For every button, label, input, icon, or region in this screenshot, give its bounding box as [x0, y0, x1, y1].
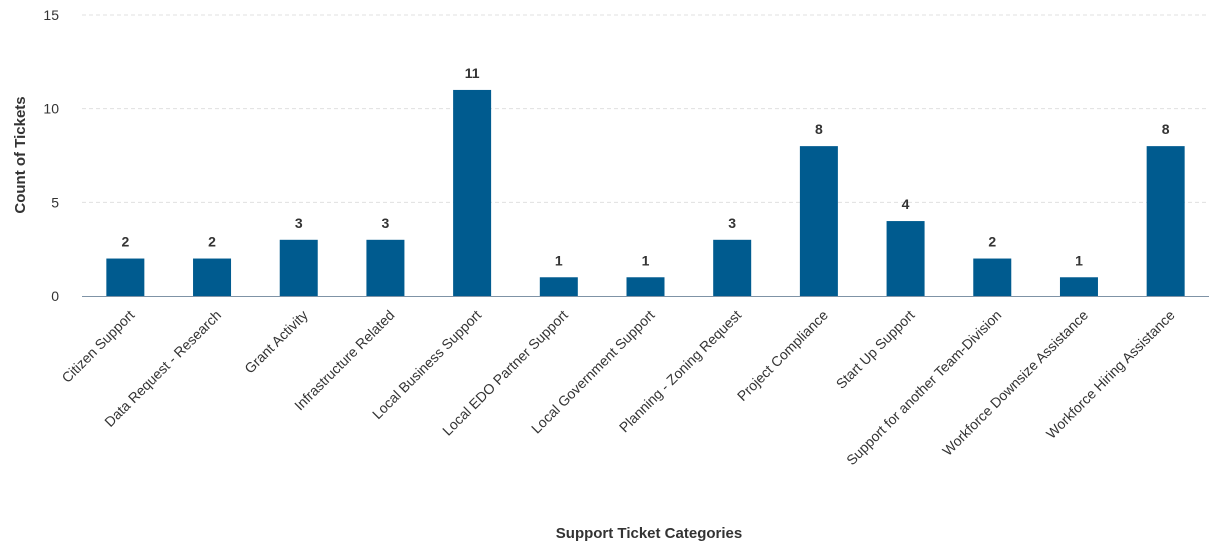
bar: [193, 258, 232, 296]
gridlines: [82, 14, 1209, 203]
bar: [106, 258, 145, 296]
data-label: 2: [208, 234, 216, 250]
x-axis-title: Support Ticket Categories: [556, 525, 742, 542]
data-label: 8: [1162, 121, 1170, 137]
y-tick-label: 5: [51, 194, 59, 210]
data-label: 1: [642, 252, 650, 268]
bar: [366, 239, 405, 296]
data-label: 11: [465, 65, 480, 81]
y-tick-label: 10: [43, 101, 59, 117]
bar: [1146, 146, 1185, 296]
y-axis-title: Count of Tickets: [12, 96, 29, 213]
bar: [453, 89, 492, 296]
bar: [539, 277, 578, 296]
x-category-label: Support for another Team-Division: [843, 307, 1004, 468]
data-label: 4: [902, 196, 910, 212]
bars: [106, 89, 1185, 296]
y-axis-ticks: 0 5 10 15: [43, 7, 59, 304]
data-label: 3: [382, 215, 390, 231]
bar: [886, 221, 925, 296]
x-category-label: Workforce Downsize Assistance: [939, 307, 1091, 459]
bar: [626, 277, 665, 296]
bar: [973, 258, 1012, 296]
data-label: 1: [555, 252, 563, 268]
data-label: 3: [295, 215, 303, 231]
x-category-label: Start Up Support: [833, 307, 918, 392]
data-label: 1: [1075, 252, 1083, 268]
bar: [713, 239, 752, 296]
y-tick-label: 15: [43, 7, 59, 23]
data-label: 2: [121, 234, 129, 250]
bar: [799, 146, 838, 296]
bar: [1059, 277, 1098, 296]
bar: [279, 239, 318, 296]
data-label: 8: [815, 121, 823, 137]
x-category-label: Grant Activity: [241, 307, 311, 377]
x-category-label: Citizen Support: [58, 307, 137, 386]
data-label: 3: [728, 215, 736, 231]
y-tick-label: 0: [51, 288, 59, 304]
x-category-label: Project Compliance: [734, 307, 831, 404]
data-label: 2: [988, 234, 996, 250]
